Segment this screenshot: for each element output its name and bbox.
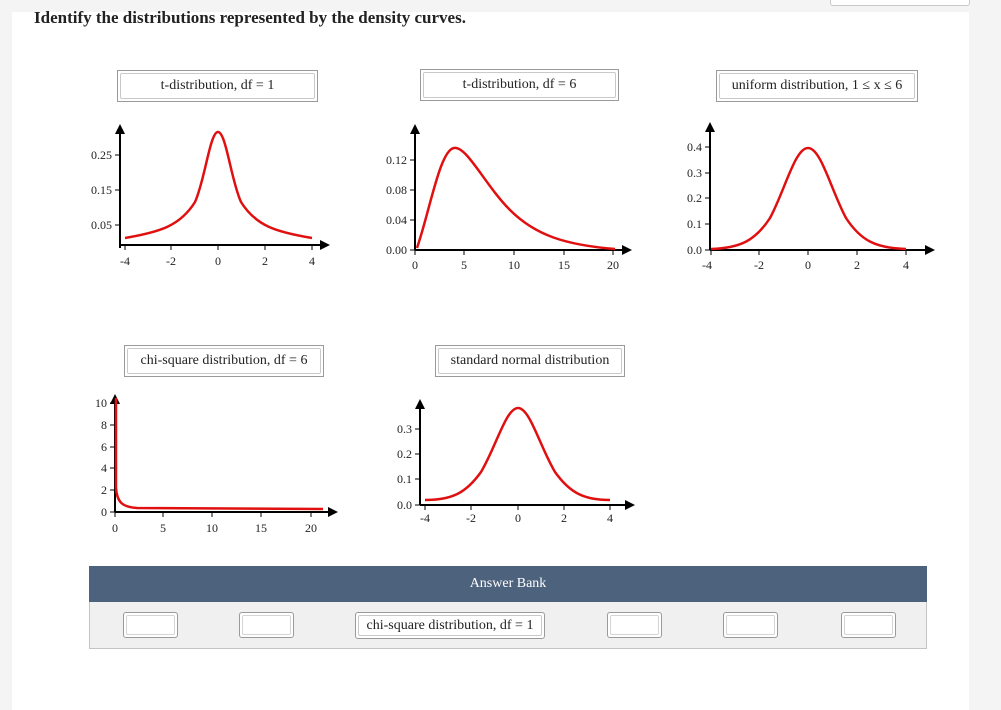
y-ticks: 0.25 0.15 0.05: [91, 148, 120, 232]
y-tick-label: 0.15: [91, 183, 112, 197]
answer-chip[interactable]: chi-square distribution, df = 1: [355, 612, 545, 639]
y-tick-label: 0.1: [397, 472, 412, 486]
density-plot-1: 0.25 0.15 0.05 -4 -2 0 2 4: [91, 124, 330, 268]
density-plot-5: 0.3 0.2 0.1 0.0 -4 -2 0 2 4: [397, 399, 635, 525]
answer-bank-empty-slot[interactable]: [123, 612, 178, 638]
density-curve: [415, 146, 616, 251]
x-tick-label: 20: [305, 521, 317, 535]
x-tick-label: 4: [903, 258, 909, 272]
answer-bank-empty-slot[interactable]: [723, 612, 778, 638]
density-curve: [124, 130, 313, 240]
x-tick-label: 0: [112, 521, 118, 535]
drop-target-label: t-distribution, df = 6: [423, 72, 616, 98]
x-axis-arrow: [328, 507, 338, 517]
y-tick-label: 4: [101, 461, 107, 475]
drop-target-panel-1[interactable]: t-distribution, df = 1: [117, 70, 318, 102]
answer-bank-header: Answer Bank: [89, 566, 927, 602]
density-plot-2: 0.12 0.08 0.04 0.00 0 5 10 15 20: [386, 124, 632, 272]
x-tick-label: 15: [255, 521, 267, 535]
answer-bank-empty-slot[interactable]: [239, 612, 294, 638]
density-plot-3: 0.4 0.3 0.2 0.1 0.0 -4 -2 0 2 4: [687, 122, 935, 272]
x-tick-label: -2: [466, 511, 476, 525]
x-tick-label: -4: [120, 254, 130, 268]
x-tick-label: 2: [854, 258, 860, 272]
answer-chip-label: chi-square distribution, df = 1: [358, 615, 542, 636]
drop-target-panel-5[interactable]: standard normal distribution: [435, 345, 625, 377]
y-tick-label: 0.04: [386, 213, 407, 227]
question-instructions: Identify the distributions represented b…: [34, 8, 466, 27]
x-tick-label: -2: [754, 258, 764, 272]
y-axis-arrow: [705, 122, 715, 132]
density-plot-4: 10 8 6 4 2 0 0 5 10 15 20: [95, 394, 338, 535]
y-tick-label: 0.3: [687, 166, 702, 180]
x-tick-label: 0: [412, 258, 418, 272]
x-tick-label: -4: [420, 511, 430, 525]
drop-target-label: uniform distribution, 1 ≤ x ≤ 6: [719, 73, 915, 99]
drop-target-panel-4[interactable]: chi-square distribution, df = 6: [124, 345, 324, 377]
y-tick-label: 8: [101, 418, 107, 432]
drop-target-label: standard normal distribution: [438, 348, 622, 374]
drop-target-panel-3[interactable]: uniform distribution, 1 ≤ x ≤ 6: [716, 70, 918, 102]
y-tick-label: 0.00: [386, 243, 407, 257]
answer-bank-empty-slot[interactable]: [841, 612, 896, 638]
x-ticks: 0 5 10 15 20: [412, 250, 619, 272]
x-tick-label: -2: [166, 254, 176, 268]
x-tick-label: 4: [309, 254, 315, 268]
drop-target-panel-2[interactable]: t-distribution, df = 6: [420, 69, 619, 101]
y-ticks: 0.12 0.08 0.04 0.00: [386, 153, 415, 257]
x-axis-arrow: [925, 245, 935, 255]
y-axis-arrow: [115, 124, 125, 134]
answer-bank-empty-slot[interactable]: [607, 612, 662, 638]
x-ticks: 0 5 10 15 20: [112, 512, 317, 535]
top-right-field[interactable]: [830, 0, 970, 6]
density-curve: [114, 398, 324, 511]
y-tick-label: 6: [101, 440, 107, 454]
y-tick-label: 0.05: [91, 218, 112, 232]
x-tick-label: 10: [508, 258, 520, 272]
y-tick-label: 0.1: [687, 217, 702, 231]
y-tick-label: 2: [101, 483, 107, 497]
y-axis-arrow: [415, 399, 425, 409]
x-tick-label: 15: [558, 258, 570, 272]
y-tick-label: 0.2: [397, 447, 412, 461]
x-tick-label: 0: [805, 258, 811, 272]
answer-bank: chi-square distribution, df = 1: [89, 602, 927, 649]
y-ticks: 0.3 0.2 0.1 0.0: [397, 422, 420, 512]
top-bar: [0, 0, 1001, 12]
drop-target-label: t-distribution, df = 1: [120, 73, 315, 99]
density-curve: [710, 146, 907, 251]
y-axis-arrow: [410, 124, 420, 134]
density-curve: [424, 406, 611, 502]
y-tick-label: 0.0: [397, 498, 412, 512]
x-tick-label: 4: [607, 511, 613, 525]
y-tick-label: 0.2: [687, 191, 702, 205]
x-tick-label: 5: [160, 521, 166, 535]
x-axis-arrow: [320, 240, 330, 250]
y-ticks: 0.4 0.3 0.2 0.1 0.0: [687, 140, 710, 257]
y-tick-label: 0.08: [386, 183, 407, 197]
x-axis-arrow: [622, 245, 632, 255]
x-tick-label: 0: [215, 254, 221, 268]
y-tick-label: 0.3: [397, 422, 412, 436]
x-tick-label: 2: [561, 511, 567, 525]
y-tick-label: 0.4: [687, 140, 702, 154]
x-tick-label: 2: [262, 254, 268, 268]
x-tick-label: 0: [515, 511, 521, 525]
drop-target-label: chi-square distribution, df = 6: [127, 348, 321, 374]
x-tick-label: 20: [607, 258, 619, 272]
x-tick-label: 5: [461, 258, 467, 272]
x-ticks: -4 -2 0 2 4: [120, 245, 315, 268]
y-tick-label: 0: [101, 505, 107, 519]
y-tick-label: 0.25: [91, 148, 112, 162]
y-tick-label: 0.0: [687, 243, 702, 257]
x-tick-label: -4: [702, 258, 712, 272]
y-tick-label: 10: [95, 396, 107, 410]
x-ticks: -4 -2 0 2 4: [420, 505, 613, 525]
y-ticks: 10 8 6 4 2 0: [95, 396, 115, 519]
y-tick-label: 0.12: [386, 153, 407, 167]
x-ticks: -4 -2 0 2 4: [702, 250, 909, 272]
x-axis-arrow: [625, 500, 635, 510]
x-tick-label: 10: [206, 521, 218, 535]
